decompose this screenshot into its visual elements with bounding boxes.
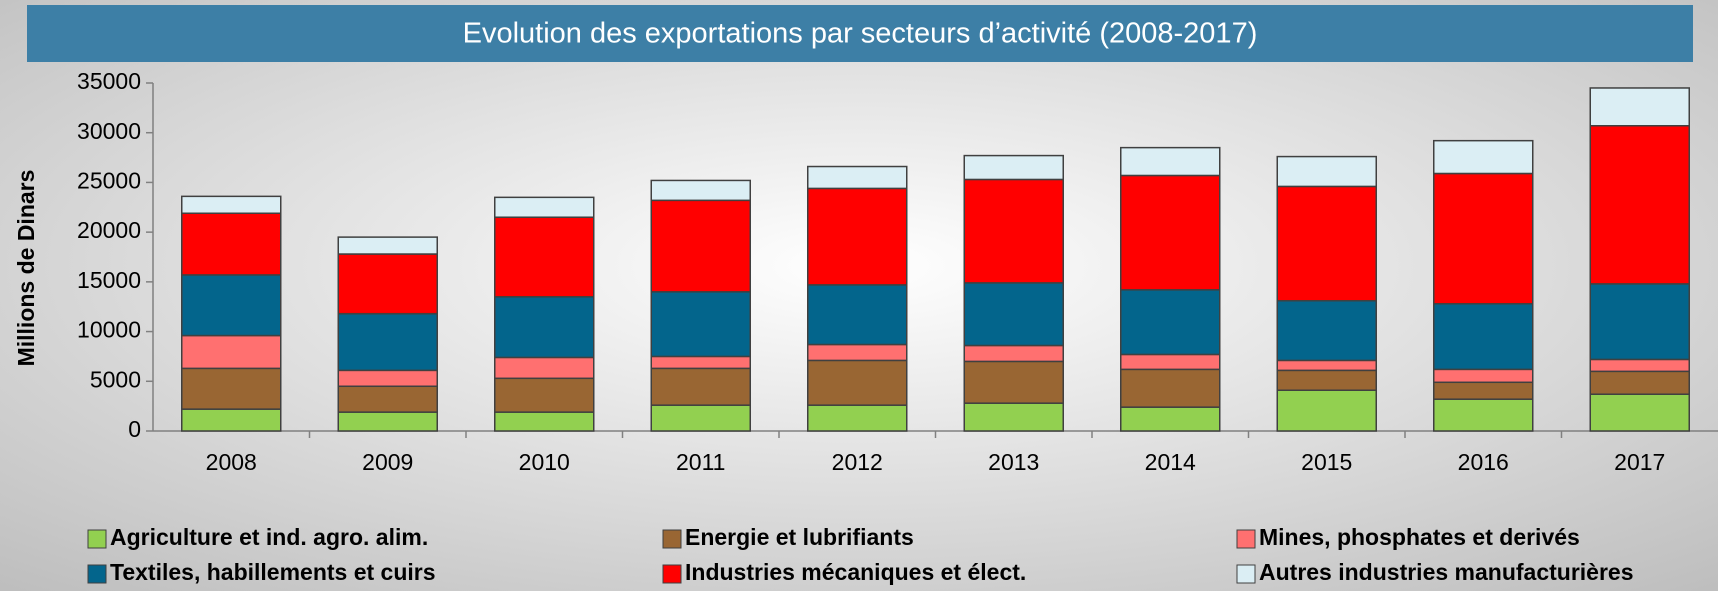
bar-segment (963, 154, 1064, 181)
bar-segment (1589, 393, 1690, 432)
x-tick-label: 2009 (362, 449, 413, 475)
bar-segment (181, 408, 282, 432)
x-tick-label: 2014 (1145, 449, 1196, 475)
bar-segment (650, 291, 751, 358)
legend-swatch (87, 564, 107, 584)
x-tick-label: 2016 (1458, 449, 1509, 475)
bar-segment (1276, 369, 1377, 391)
bar-segment (1276, 359, 1377, 372)
x-tick-label: 2008 (206, 449, 257, 475)
x-tick-label: 2012 (832, 449, 883, 475)
legend-label: Textiles, habillements et cuirs (110, 559, 436, 585)
legend-swatch (87, 529, 107, 549)
bar-segment (807, 284, 908, 346)
y-axis-label: Millions de Dinars (13, 170, 39, 367)
x-tick-label: 2017 (1614, 449, 1665, 475)
bar-segment (181, 334, 282, 370)
bar-segment (1433, 139, 1534, 175)
bar-segment (807, 359, 908, 406)
legend-label: Mines, phosphates et derivés (1259, 524, 1580, 550)
bar-segment (963, 402, 1064, 432)
legend-swatch (662, 564, 682, 584)
bar-segment (494, 377, 595, 413)
bar-segment (963, 178, 1064, 284)
legend-label: Agriculture et ind. agro. alim. (110, 524, 428, 550)
bar-segment (1589, 125, 1690, 285)
bar-segment (650, 404, 751, 432)
bar-segment (1433, 302, 1534, 371)
bar-segment (181, 212, 282, 276)
bar-segment (1276, 185, 1377, 302)
y-tick-label: 15000 (77, 267, 141, 293)
bar-segment (963, 360, 1064, 404)
x-tick-label: 2015 (1301, 449, 1352, 475)
bar-segment (1276, 155, 1377, 188)
y-tick-label: 35000 (77, 68, 141, 94)
bar-segment (494, 196, 595, 218)
bar-segment (337, 369, 438, 388)
legend-swatch (662, 529, 682, 549)
legend-label: Autres industries manufacturières (1259, 559, 1634, 585)
y-tick-label: 30000 (77, 118, 141, 144)
y-tick-label: 10000 (77, 317, 141, 343)
bar-segment (1589, 87, 1690, 127)
bar-segment (963, 344, 1064, 363)
bar-segment (1120, 289, 1221, 356)
bar-segment (1433, 398, 1534, 432)
legend-label: Industries mécaniques et élect. (685, 559, 1026, 585)
bar-segment (337, 385, 438, 413)
bar-segment (650, 179, 751, 202)
bar-segment (1120, 406, 1221, 432)
bar-segment (1276, 389, 1377, 432)
chart-title: Evolution des exportations par secteurs … (463, 18, 1258, 50)
bar-segment (807, 404, 908, 432)
bar-segment (1120, 174, 1221, 291)
legend-swatch (1236, 564, 1256, 584)
bar-segment (1433, 172, 1534, 305)
bar-segment (337, 253, 438, 315)
bar-segment (807, 343, 908, 362)
bar-segment (1589, 283, 1690, 361)
bar-segment (494, 411, 595, 432)
bar-segment (1276, 299, 1377, 362)
bar-segment (337, 236, 438, 255)
bar-segment (494, 216, 595, 298)
bar-segment (963, 282, 1064, 347)
bar-segment (337, 411, 438, 432)
bar-segment (181, 195, 282, 215)
bar-segment (181, 274, 282, 337)
bar-segment (650, 355, 751, 370)
bar-segment (1589, 358, 1690, 373)
bar-segment (1120, 368, 1221, 408)
x-tick-label: 2011 (676, 449, 725, 475)
bar-segment (494, 296, 595, 359)
x-tick-label: 2013 (988, 449, 1039, 475)
y-tick-label: 0 (128, 416, 141, 442)
bar-segment (494, 356, 595, 380)
bar-segment (1120, 353, 1221, 371)
bar-segment (181, 367, 282, 410)
title-bar (27, 5, 1693, 62)
bar-segment (1433, 368, 1534, 384)
bar-segment (1589, 370, 1690, 395)
x-tick-label: 2010 (519, 449, 570, 475)
legend-swatch (1236, 529, 1256, 549)
y-tick-label: 25000 (77, 168, 141, 194)
y-tick-label: 5000 (90, 366, 141, 392)
bar-segment (337, 312, 438, 372)
bar-segment (807, 187, 908, 286)
bar-segment (1120, 146, 1221, 177)
bar-segment (650, 199, 751, 293)
legend-label: Energie et lubrifiants (685, 524, 914, 550)
bar-segment (1433, 381, 1534, 400)
bar-segment (650, 367, 751, 406)
y-tick-label: 20000 (77, 217, 141, 243)
bar-segment (807, 165, 908, 190)
